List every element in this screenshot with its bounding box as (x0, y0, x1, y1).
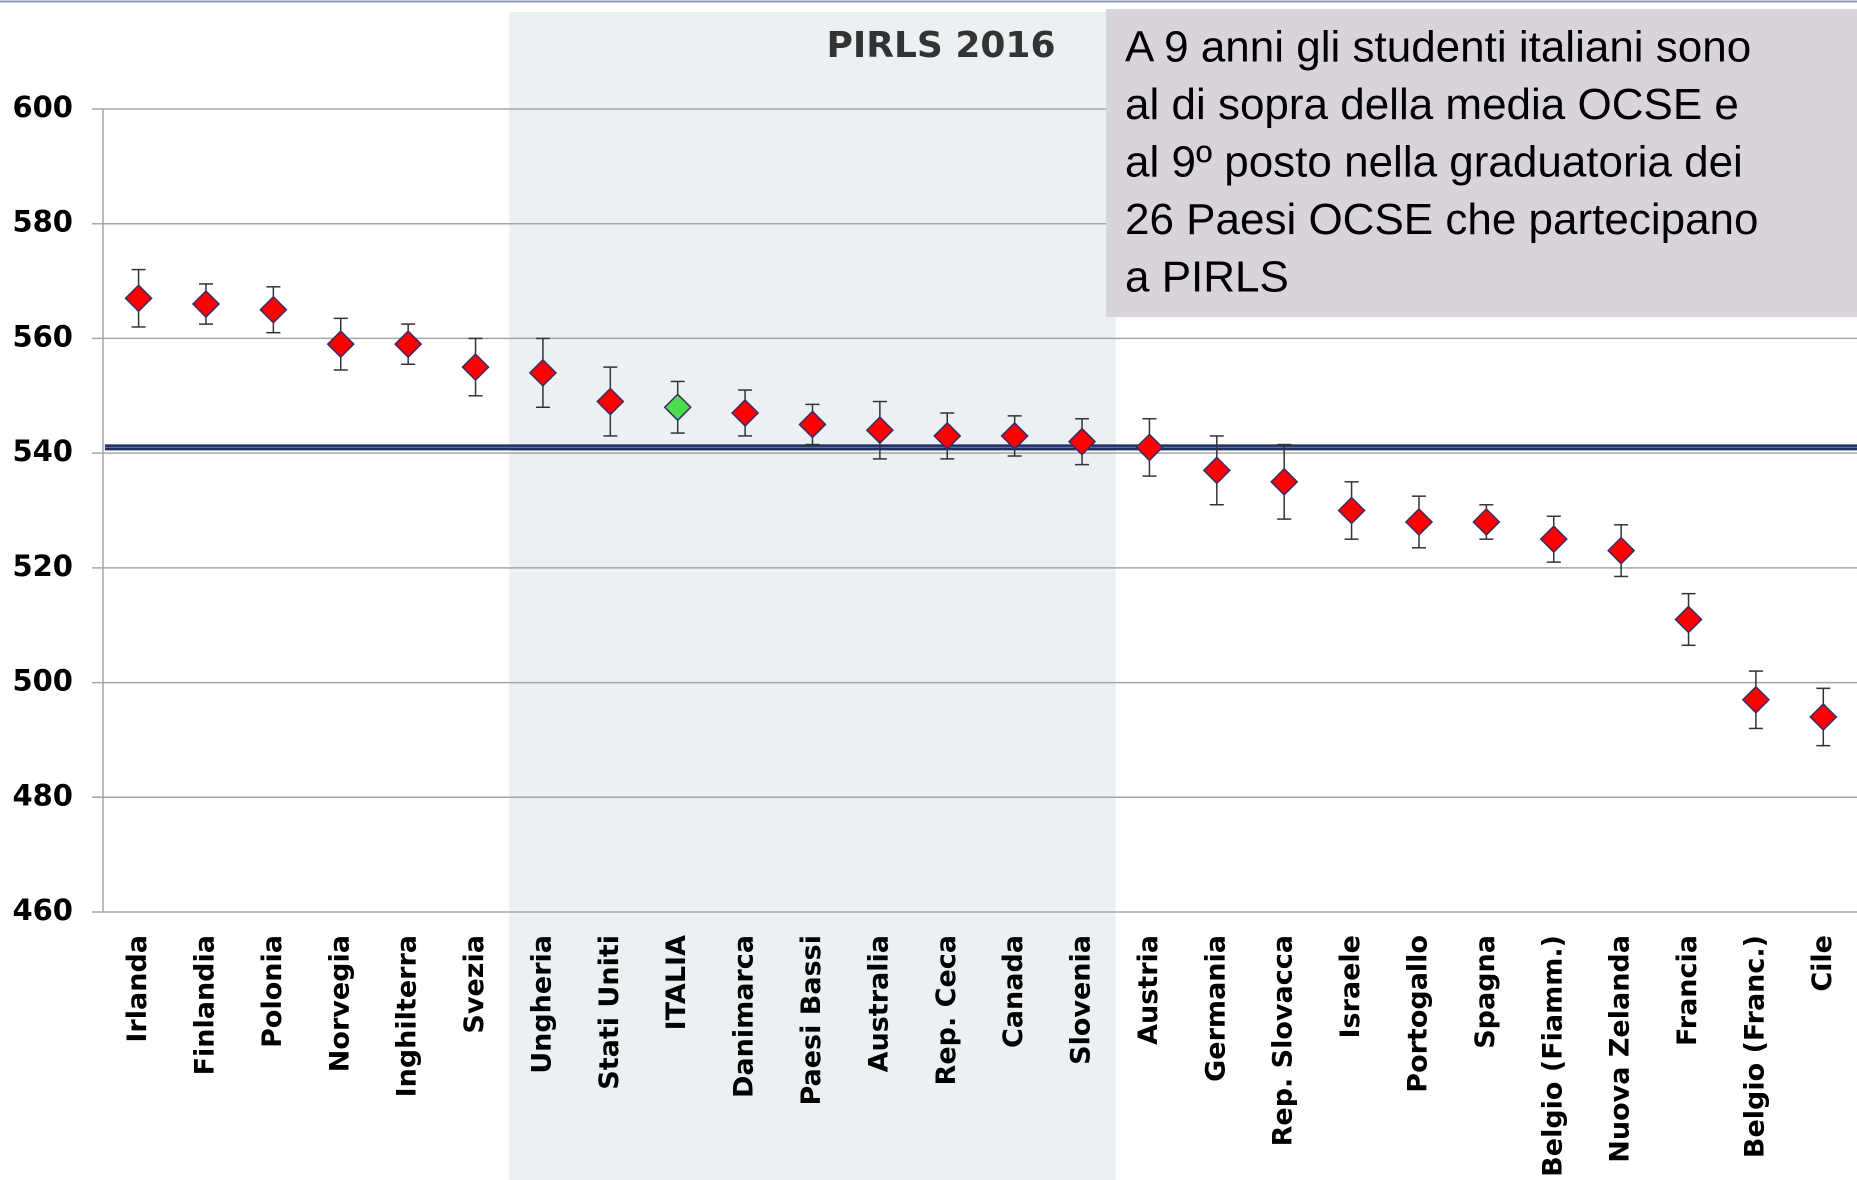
annotation-box (1106, 9, 1857, 317)
marker (865, 416, 894, 445)
marker (528, 358, 557, 387)
chart-title: PIRLS 2016 (826, 25, 1055, 66)
x-tick-label: Polonia (257, 935, 288, 1048)
x-tick-label: Belgio (Franc.) (1739, 935, 1770, 1158)
marker (124, 284, 153, 313)
x-tick-label: Portogallo (1402, 935, 1433, 1093)
marker (1674, 605, 1703, 634)
marker (731, 398, 760, 428)
marker (798, 410, 827, 439)
marker (461, 353, 490, 382)
marker (1135, 433, 1164, 462)
annotation-text: a PIRLS (1125, 253, 1289, 302)
x-tick-label: Irlanda (122, 935, 153, 1043)
marker (1000, 421, 1029, 450)
marker (1539, 525, 1568, 554)
y-tick-label: 560 (12, 319, 73, 353)
marker (1270, 467, 1299, 496)
x-tick-label: Austria (1133, 935, 1164, 1045)
annotation-text: A 9 anni gli studenti italiani sono (1125, 23, 1751, 72)
x-tick-label: Rep. Ceca (931, 935, 962, 1085)
marker (191, 289, 221, 319)
marker (933, 421, 962, 450)
marker (1202, 456, 1231, 485)
marker (259, 295, 288, 324)
x-tick-label: Rep. Slovacca (1268, 935, 1299, 1146)
marker (1337, 496, 1366, 525)
x-tick-label: Finlandia (189, 935, 220, 1075)
x-tick-label: Belgio (Fiamm.) (1537, 935, 1568, 1177)
marker (1472, 507, 1501, 537)
annotation-text: al 9º posto nella graduatoria dei (1125, 138, 1743, 187)
x-tick-label: Norvegia (324, 935, 355, 1072)
x-tick-label: Cile (1807, 935, 1838, 992)
marker (596, 387, 625, 416)
y-tick-label: 480 (12, 778, 73, 812)
y-tick-label: 520 (12, 549, 73, 583)
x-tick-label: Inghilterra (392, 935, 423, 1097)
y-tick-label: 500 (12, 664, 73, 698)
marker (1067, 427, 1097, 456)
y-tick-label: 540 (12, 434, 73, 468)
x-tick-label: Israele (1335, 935, 1366, 1039)
x-tick-label: Ungheria (526, 935, 557, 1074)
marker (1404, 507, 1434, 537)
marker (1607, 536, 1636, 565)
x-tick-label: Germania (1200, 935, 1231, 1082)
marker (394, 330, 423, 359)
x-tick-label: Australia (863, 935, 894, 1072)
y-tick-label: 460 (12, 893, 73, 927)
shaded-region (509, 12, 1116, 1180)
x-tick-label: Svezia (459, 935, 490, 1034)
marker (1741, 685, 1770, 714)
y-tick-label: 600 (12, 90, 73, 124)
x-tick-label: Nuova Zelanda (1605, 935, 1636, 1163)
marker (663, 393, 692, 422)
x-tick-label: Stati Uniti (594, 935, 625, 1090)
x-tick-label: Paesi Bassi (796, 935, 827, 1106)
x-tick-label: Danimarca (729, 935, 760, 1098)
x-tick-label: Slovenia (1066, 935, 1097, 1065)
x-tick-label: Spagna (1470, 935, 1501, 1049)
x-tick-label: ITALIA (661, 935, 692, 1031)
x-tick-label: Francia (1672, 935, 1703, 1046)
marker (1809, 702, 1838, 732)
annotation-text: 26 Paesi OCSE che partecipano (1125, 195, 1759, 244)
y-tick-label: 580 (12, 205, 73, 239)
annotation-text: al di sopra della media OCSE e (1125, 80, 1739, 129)
marker (326, 330, 355, 359)
x-tick-label: Canada (998, 935, 1029, 1048)
